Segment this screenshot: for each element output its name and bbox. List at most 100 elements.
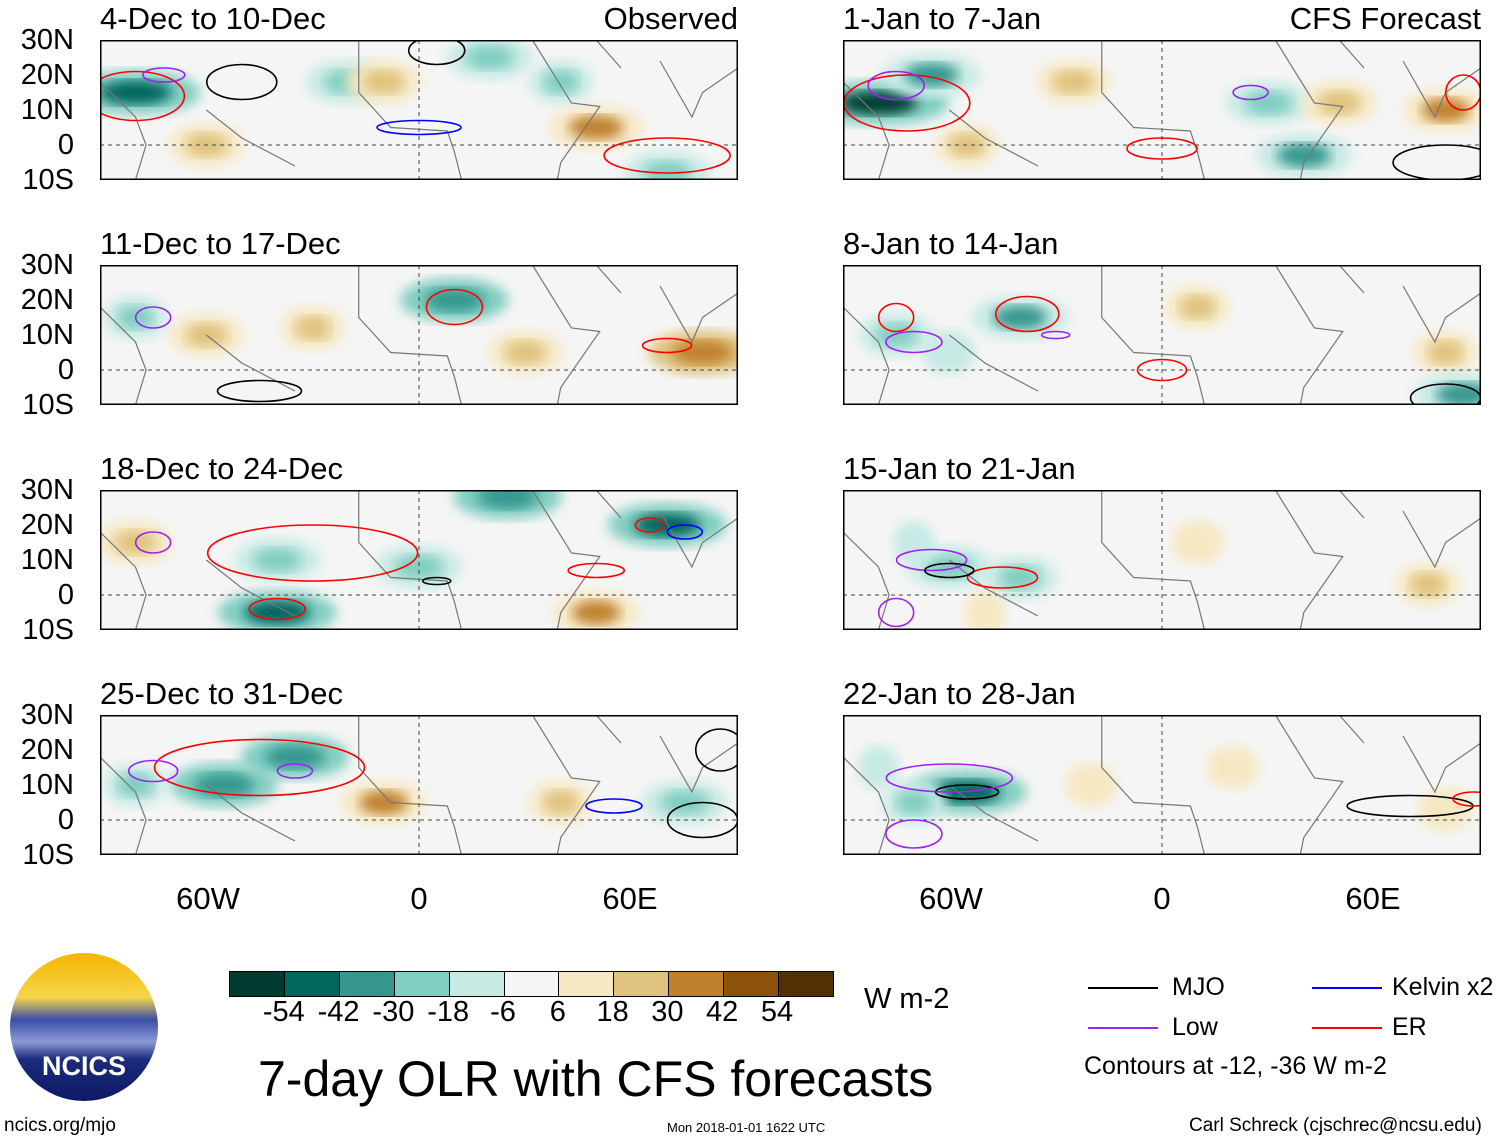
colorbar-swatch <box>449 972 505 996</box>
colorbar-swatch <box>394 972 450 996</box>
panel-frame <box>843 490 1481 630</box>
contour-er <box>966 566 1039 589</box>
contour-kelvin <box>666 524 704 540</box>
lat-label: 30N <box>20 24 74 56</box>
lat-label: 10S <box>22 389 74 421</box>
contour-er <box>1136 358 1188 382</box>
panel-title: 15-Jan to 21-Jan <box>843 451 1076 486</box>
contour-er <box>248 597 307 621</box>
contour-low <box>276 763 314 779</box>
panel-title: 4-Dec to 10-Dec <box>100 1 326 36</box>
olr-anomaly-patch <box>117 773 154 797</box>
olr-anomaly-patch <box>264 745 325 769</box>
lat-label: 10N <box>20 544 74 576</box>
contour-low <box>127 759 179 783</box>
olr-anomaly-patch <box>672 340 733 365</box>
contour-er <box>425 288 484 326</box>
colorbar-tick-label: -6 <box>490 996 516 1028</box>
colorbar-swatch <box>669 972 725 996</box>
contour-low <box>895 548 968 572</box>
olr-anomaly-patch <box>542 790 579 815</box>
colorbar-tick-label: 6 <box>549 996 566 1028</box>
olr-anomaly-patch <box>1244 91 1293 115</box>
legend-line-low <box>1088 1027 1158 1029</box>
logo: NCICS <box>10 953 158 1101</box>
panel-frame <box>843 40 1481 180</box>
colorbar-tick-label: -42 <box>317 996 360 1028</box>
olr-anomaly-patch <box>100 80 172 105</box>
colorbar-tick-label: -30 <box>372 996 415 1028</box>
olr-anomaly-patch <box>1217 755 1248 780</box>
legend-line-er <box>1312 1027 1382 1029</box>
olr-anomaly-patch <box>843 91 918 115</box>
legend-line-kelvin <box>1312 987 1382 989</box>
footer-author: Carl Schreck (cjschrec@ncsu.edu) <box>1189 1115 1482 1136</box>
panel-frame <box>100 40 738 180</box>
footer-url[interactable]: ncics.org/mjo <box>4 1115 116 1136</box>
lat-label: 0 <box>57 579 74 611</box>
lon-label: 60E <box>602 881 658 916</box>
legend-label-mjo: MJO <box>1172 973 1225 1001</box>
panel-frame <box>100 490 738 630</box>
contour-low <box>877 597 915 628</box>
panel-frame <box>100 715 738 855</box>
contour-low <box>134 531 172 554</box>
olr-anomaly-patch <box>572 600 621 625</box>
olr-anomaly-patch <box>643 161 692 180</box>
colorbar-swatch <box>230 972 285 996</box>
column-header-forecast: CFS Forecast <box>1289 1 1481 36</box>
lat-label: 10N <box>20 94 74 126</box>
lat-label: 20N <box>20 284 74 316</box>
lat-label: 30N <box>20 249 74 281</box>
map-panel <box>843 490 1481 630</box>
lon-label: 60W <box>919 881 983 916</box>
olr-anomaly-patch <box>634 513 701 537</box>
contour-low <box>1040 330 1071 340</box>
lon-label: 0 <box>410 881 428 916</box>
contour-mjo <box>924 562 975 579</box>
map-panel <box>843 40 1481 180</box>
olr-anomaly-patch <box>542 70 579 94</box>
olr-anomaly-patch <box>1409 572 1446 597</box>
lat-label: 10S <box>22 839 74 871</box>
olr-anomaly-patch <box>875 323 918 347</box>
olr-anomaly-patch <box>253 548 302 572</box>
contour-low <box>867 70 925 101</box>
map-panel <box>100 40 738 180</box>
contour-er <box>1452 791 1481 807</box>
olr-anomaly-patch <box>477 490 538 509</box>
coastline <box>843 715 1481 855</box>
olr-anomaly-patch <box>424 288 485 312</box>
lat-label: 20N <box>20 59 74 91</box>
contour-low <box>1232 84 1269 101</box>
olr-anomaly-patch <box>1276 143 1331 168</box>
olr-anomaly-patch <box>1421 98 1470 122</box>
contour-low <box>885 819 943 849</box>
olr-anomaly-patch <box>901 530 926 555</box>
olr-anomaly-patch <box>866 755 891 780</box>
legend-line-mjo <box>1088 987 1158 989</box>
panel-title: 1-Jan to 7-Jan <box>843 1 1042 36</box>
colorbar-swatch <box>504 972 560 996</box>
legend-note: Contours at -12, -36 W m-2 <box>1084 1052 1387 1080</box>
colorbar-swatch <box>559 972 615 996</box>
contour-low <box>134 306 172 329</box>
contour-er <box>603 137 731 174</box>
olr-anomaly-patch <box>362 70 405 94</box>
lat-label: 10S <box>22 164 74 196</box>
map-panel <box>843 715 1481 855</box>
lat-label: 10N <box>20 769 74 801</box>
contour-mjo <box>1392 144 1481 180</box>
map-panel <box>100 490 738 630</box>
olr-anomaly-patch <box>294 316 331 340</box>
contour-er <box>567 562 626 579</box>
panel-frame <box>843 265 1481 405</box>
lat-label: 30N <box>20 699 74 731</box>
olr-anomaly-patch <box>194 773 255 797</box>
coastline <box>100 265 738 405</box>
coastline <box>100 40 738 180</box>
footer-timestamp: Mon 2018-01-01 1622 UTC <box>667 1120 826 1135</box>
contour-mjo <box>421 576 452 586</box>
olr-anomaly-patch <box>660 790 709 815</box>
contour-er <box>100 70 186 122</box>
